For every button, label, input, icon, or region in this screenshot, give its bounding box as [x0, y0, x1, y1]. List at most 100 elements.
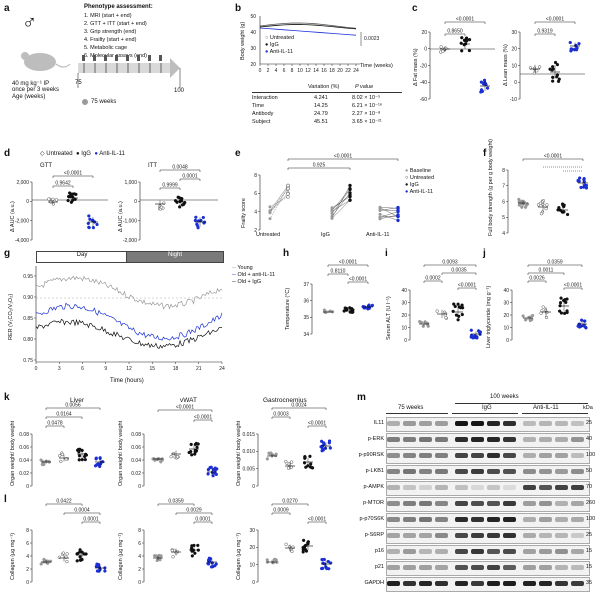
data-point	[435, 309, 439, 313]
y-tick-label: 8	[138, 528, 141, 534]
pair-line	[269, 196, 289, 208]
blot-band	[571, 549, 584, 554]
blot-band	[539, 517, 552, 522]
y-tick-label: 34	[303, 332, 309, 338]
dose-label: 40 mg kg⁻¹ IP	[12, 81, 50, 87]
y-tick-label: 30	[401, 300, 407, 306]
blot-row-label: p-p90RSK	[358, 452, 384, 458]
y-tick-label: 0.02	[19, 471, 29, 477]
data-point	[378, 212, 382, 216]
blot-band	[419, 485, 432, 490]
p-value-label: 0.0009	[273, 508, 289, 514]
p-value-label: 0.8650	[447, 29, 463, 35]
data-point	[193, 442, 198, 447]
g-xlabel: Time (hours)	[110, 378, 144, 384]
blot-row-label: p-ERK	[367, 436, 384, 442]
pair-line	[269, 193, 289, 213]
g-legend: ─ Young ─ Old + anti-IL-11 ─ Old + IgG	[232, 265, 276, 285]
significance-bracket	[159, 169, 201, 172]
significance-bracket	[52, 175, 94, 178]
data-point	[189, 442, 193, 447]
y-tick-label: 0.80	[23, 337, 33, 343]
significance-bracket	[327, 264, 369, 267]
blot-band	[419, 517, 432, 522]
b-table-cell: 2.27 × 10⁻⁸	[352, 111, 381, 117]
blot-band	[387, 469, 400, 474]
blot-row-label: p16	[374, 548, 384, 554]
blot-band	[455, 485, 468, 490]
data-point	[159, 205, 164, 209]
k-ylabel-liver: Organ weight/ body weight	[10, 420, 16, 486]
y-tick-label: 2	[254, 228, 257, 234]
significance-bracket	[444, 21, 486, 24]
k-title-gastro: Gastrocnemius	[263, 397, 307, 404]
data-point	[75, 559, 79, 563]
p-value-label: 0.0026	[529, 276, 545, 282]
data-point	[562, 203, 566, 207]
y-tick-label: 2	[26, 567, 29, 573]
data-point	[39, 562, 43, 566]
b-table-cell: Interaction	[252, 95, 278, 101]
p-value-label: 0.0478	[47, 421, 63, 427]
data-point	[485, 86, 490, 90]
data-point	[564, 300, 568, 305]
y-tick-label: 0	[424, 47, 427, 53]
data-point	[77, 458, 81, 462]
data-point	[194, 449, 199, 453]
blot-band	[487, 533, 500, 538]
data-point	[426, 324, 430, 328]
blot-band	[487, 437, 500, 442]
blot-row-label: p21	[374, 564, 384, 570]
blot-strip	[386, 481, 590, 496]
b-table-cell: 14.25	[314, 103, 328, 109]
data-point	[171, 451, 176, 456]
data-point	[578, 176, 582, 180]
data-point	[456, 318, 460, 322]
pair-line	[331, 200, 351, 219]
data-point	[286, 466, 291, 470]
blot-band	[571, 453, 584, 458]
f-strength-chart: 8 7 6 5 4 <0.0001	[502, 154, 589, 237]
blot-band	[387, 421, 400, 426]
significance-bracket	[63, 512, 101, 515]
data-point	[396, 218, 400, 223]
blot-band	[387, 517, 400, 522]
x-tick-label: 15	[149, 366, 155, 372]
data-point	[194, 215, 198, 219]
d-legend: ◇ Untreated ● IgG ● Anti-IL-11	[40, 151, 125, 157]
data-point	[47, 197, 51, 201]
b-stats-table: Interaction 4.241 8.02 × 10⁻⁵ Time 14.25 6.21…	[252, 94, 402, 126]
blot-band	[487, 453, 500, 458]
y-tick-label: 0	[138, 580, 141, 586]
series-old-igg	[35, 318, 223, 349]
blot-band	[387, 581, 400, 586]
data-point	[535, 69, 539, 73]
svg-text:40: 40	[250, 30, 256, 36]
p-value-label: 0.0359	[547, 260, 563, 266]
blot-band	[555, 565, 568, 570]
p-value-label: 0.0001	[182, 174, 198, 180]
data-point	[537, 65, 542, 69]
significance-bracket	[563, 287, 583, 290]
data-point	[94, 456, 98, 460]
data-point	[330, 212, 334, 216]
legend-anti-il11: Anti-IL-11	[409, 189, 433, 195]
data-point	[551, 79, 555, 83]
p-value-label: 0.0011	[539, 268, 554, 274]
age-start: 75	[75, 80, 82, 86]
data-point	[460, 49, 464, 53]
x-tick-label: 6	[81, 366, 84, 372]
data-point	[456, 302, 460, 306]
blot-row-label: p-p70S6K	[359, 516, 384, 522]
x-tick-label: 18	[173, 366, 179, 372]
y-tick-label: 10	[511, 63, 517, 69]
data-point	[378, 215, 382, 219]
data-point	[544, 308, 548, 312]
b-table-cell: 4.241	[314, 95, 328, 101]
p-value-label: <0.0001	[544, 154, 562, 160]
significance-bracket	[45, 503, 83, 506]
blot-band	[471, 469, 484, 474]
panel-label-c: c	[412, 3, 418, 14]
blot-band	[471, 581, 484, 586]
